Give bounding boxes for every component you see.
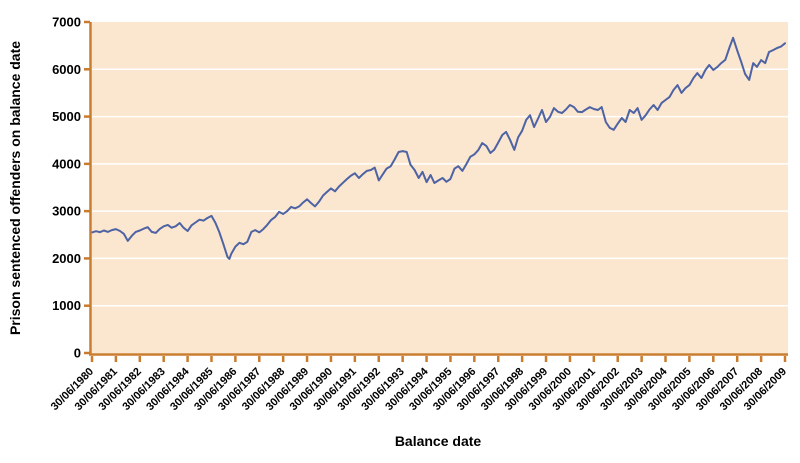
y-tick-label: 0 <box>74 346 81 361</box>
y-tick-label: 4000 <box>52 156 81 171</box>
y-tick-label: 7000 <box>52 15 81 30</box>
y-tick-label: 1000 <box>52 298 81 313</box>
series-line <box>91 36 786 260</box>
y-tick-label: 6000 <box>52 62 81 77</box>
y-tick-label: 5000 <box>52 109 81 124</box>
y-tick-label: 2000 <box>52 251 81 266</box>
x-axis-title: Balance date <box>394 433 482 449</box>
y-tick-label: 3000 <box>52 204 81 219</box>
plot-area <box>92 22 788 353</box>
